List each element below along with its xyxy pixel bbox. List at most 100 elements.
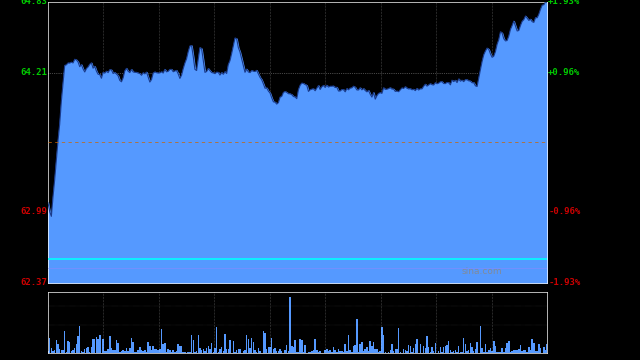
Bar xyxy=(79,326,81,353)
Bar xyxy=(490,348,491,353)
Bar xyxy=(503,352,504,353)
Bar xyxy=(404,350,406,353)
Bar xyxy=(410,346,411,353)
Bar xyxy=(147,342,149,353)
Bar xyxy=(351,352,353,353)
Bar xyxy=(390,350,391,353)
Bar xyxy=(493,341,495,353)
Bar xyxy=(57,344,59,353)
Bar xyxy=(139,347,141,353)
Bar xyxy=(495,346,496,353)
Bar xyxy=(380,351,381,353)
Bar xyxy=(62,350,64,353)
Bar xyxy=(91,347,92,353)
Bar xyxy=(435,343,436,353)
Bar xyxy=(415,344,416,353)
Bar xyxy=(298,352,299,353)
Bar xyxy=(244,350,246,353)
Bar xyxy=(121,351,122,353)
Bar xyxy=(483,352,484,353)
Bar xyxy=(467,351,468,353)
Bar xyxy=(522,351,523,353)
Bar xyxy=(226,349,227,353)
Bar xyxy=(138,350,139,353)
Bar xyxy=(431,347,433,353)
Bar xyxy=(360,344,361,353)
Bar xyxy=(92,339,94,353)
Bar xyxy=(269,347,271,353)
Text: +0.96%: +0.96% xyxy=(548,68,580,77)
Bar xyxy=(129,348,131,353)
Bar xyxy=(448,341,449,353)
Bar xyxy=(416,339,418,353)
Bar xyxy=(309,352,311,353)
Bar xyxy=(333,347,334,353)
Bar xyxy=(95,337,97,353)
Bar xyxy=(89,352,90,353)
Bar xyxy=(278,351,279,353)
Bar xyxy=(131,338,132,353)
Bar xyxy=(353,346,355,353)
Bar xyxy=(441,352,443,353)
Bar xyxy=(149,346,150,353)
Bar xyxy=(143,351,144,353)
Bar xyxy=(70,351,72,353)
Bar xyxy=(106,351,107,353)
Bar xyxy=(520,345,521,353)
Bar xyxy=(465,344,466,353)
Bar xyxy=(528,347,529,353)
Bar xyxy=(308,352,309,353)
Bar xyxy=(317,352,319,353)
Bar xyxy=(458,346,460,353)
Text: 62.99: 62.99 xyxy=(20,207,47,216)
Bar xyxy=(286,345,287,353)
Bar xyxy=(275,348,276,353)
Bar xyxy=(64,331,65,353)
Bar xyxy=(97,339,99,353)
Bar xyxy=(383,335,385,353)
Bar xyxy=(157,350,159,353)
Bar xyxy=(239,349,241,353)
Bar xyxy=(338,349,339,353)
Bar xyxy=(214,348,216,353)
Bar xyxy=(403,349,404,353)
Bar xyxy=(279,349,281,353)
Bar xyxy=(136,351,137,353)
Bar xyxy=(305,345,306,353)
Bar xyxy=(220,349,221,353)
Bar xyxy=(284,350,286,353)
Bar xyxy=(331,352,333,353)
Bar xyxy=(199,348,201,353)
Bar xyxy=(438,351,440,353)
Bar xyxy=(127,351,129,353)
Bar xyxy=(536,351,538,353)
Bar xyxy=(193,340,194,353)
Bar xyxy=(169,350,171,353)
Text: 64.21: 64.21 xyxy=(20,68,47,77)
Bar xyxy=(159,349,161,353)
Bar xyxy=(393,351,394,353)
Bar xyxy=(172,350,174,353)
Bar xyxy=(460,352,461,353)
Bar xyxy=(119,352,120,353)
Bar xyxy=(124,351,125,353)
Bar xyxy=(212,352,214,353)
Bar xyxy=(525,350,526,353)
Bar xyxy=(369,341,371,353)
Bar xyxy=(433,351,435,353)
Bar xyxy=(470,343,471,353)
Bar xyxy=(141,350,142,353)
Bar xyxy=(406,351,408,353)
Bar xyxy=(509,352,511,353)
Bar xyxy=(540,348,541,353)
Bar xyxy=(451,352,452,353)
Bar xyxy=(291,346,292,353)
Bar xyxy=(314,339,316,353)
Bar xyxy=(515,350,516,353)
Bar xyxy=(111,348,112,353)
Bar xyxy=(316,350,317,353)
Bar xyxy=(276,351,278,353)
Bar xyxy=(194,351,196,353)
Bar xyxy=(156,348,157,353)
Bar xyxy=(301,339,303,353)
